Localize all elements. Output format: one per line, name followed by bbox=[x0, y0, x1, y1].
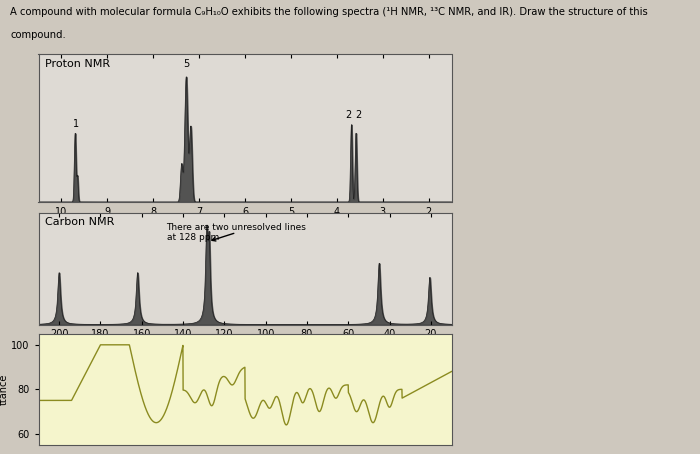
Y-axis label: ttance: ttance bbox=[0, 374, 8, 405]
Text: A compound with molecular formula C₉H₁₀O exhibits the following spectra (¹H NMR,: A compound with molecular formula C₉H₁₀O… bbox=[10, 7, 648, 17]
Text: There are two unresolved lines
at 128 ppm: There are two unresolved lines at 128 pp… bbox=[167, 223, 307, 242]
Text: compound.: compound. bbox=[10, 30, 66, 39]
Text: 5: 5 bbox=[183, 59, 190, 69]
Text: Proton NMR: Proton NMR bbox=[45, 59, 110, 69]
Text: Carbon NMR: Carbon NMR bbox=[45, 217, 114, 227]
Text: 2: 2 bbox=[346, 110, 352, 120]
X-axis label: Chemical Shift (ppm): Chemical Shift (ppm) bbox=[186, 220, 304, 230]
Text: 1: 1 bbox=[73, 119, 79, 129]
X-axis label: Chemical Shift (ppm): Chemical Shift (ppm) bbox=[186, 342, 304, 352]
Text: 2: 2 bbox=[355, 110, 361, 120]
